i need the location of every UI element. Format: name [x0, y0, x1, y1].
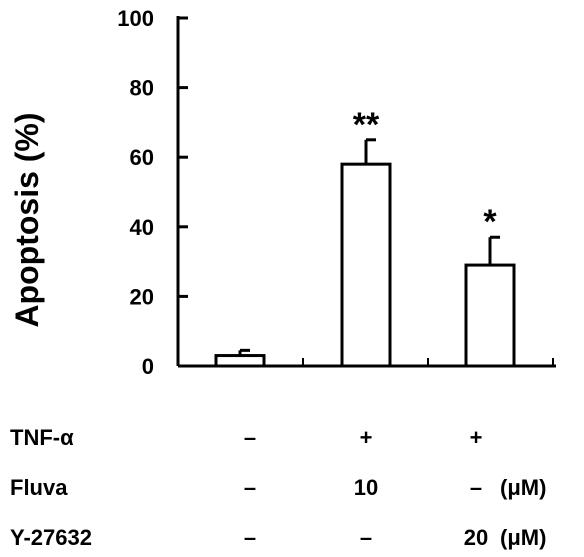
y-axis-label: Apoptosis (%)	[9, 112, 45, 327]
condition-label: TNF-α	[10, 425, 74, 450]
condition-value: –	[470, 475, 482, 500]
condition-value: 10	[354, 475, 378, 500]
y-tick-label: 80	[130, 76, 154, 101]
bar	[214, 354, 266, 368]
condition-label: Fluva	[10, 475, 68, 500]
condition-label: Y-27632	[10, 525, 92, 550]
y-tick-label: 20	[130, 284, 154, 309]
condition-value: –	[244, 525, 256, 550]
y-tick-label: 60	[130, 145, 154, 170]
condition-value: –	[244, 475, 256, 500]
significance-marker: **	[353, 106, 380, 144]
y-tick-label: 100	[117, 6, 154, 31]
bars: ***	[214, 106, 516, 368]
y-tick-label: 0	[142, 354, 154, 379]
condition-value: +	[470, 425, 483, 450]
bar	[464, 263, 516, 368]
condition-unit: (μM)	[500, 525, 546, 550]
bar	[340, 162, 392, 368]
condition-value: –	[360, 525, 372, 550]
significance-marker: *	[483, 203, 497, 241]
condition-unit: (μM)	[500, 475, 546, 500]
y-tick-label: 40	[130, 215, 154, 240]
condition-value: +	[360, 425, 373, 450]
condition-table: TNF-α – + +Fluva –10– (μM)Y-27632– –20 (μM)	[10, 425, 546, 550]
condition-value: –	[244, 425, 256, 450]
condition-value: 20	[464, 525, 488, 550]
